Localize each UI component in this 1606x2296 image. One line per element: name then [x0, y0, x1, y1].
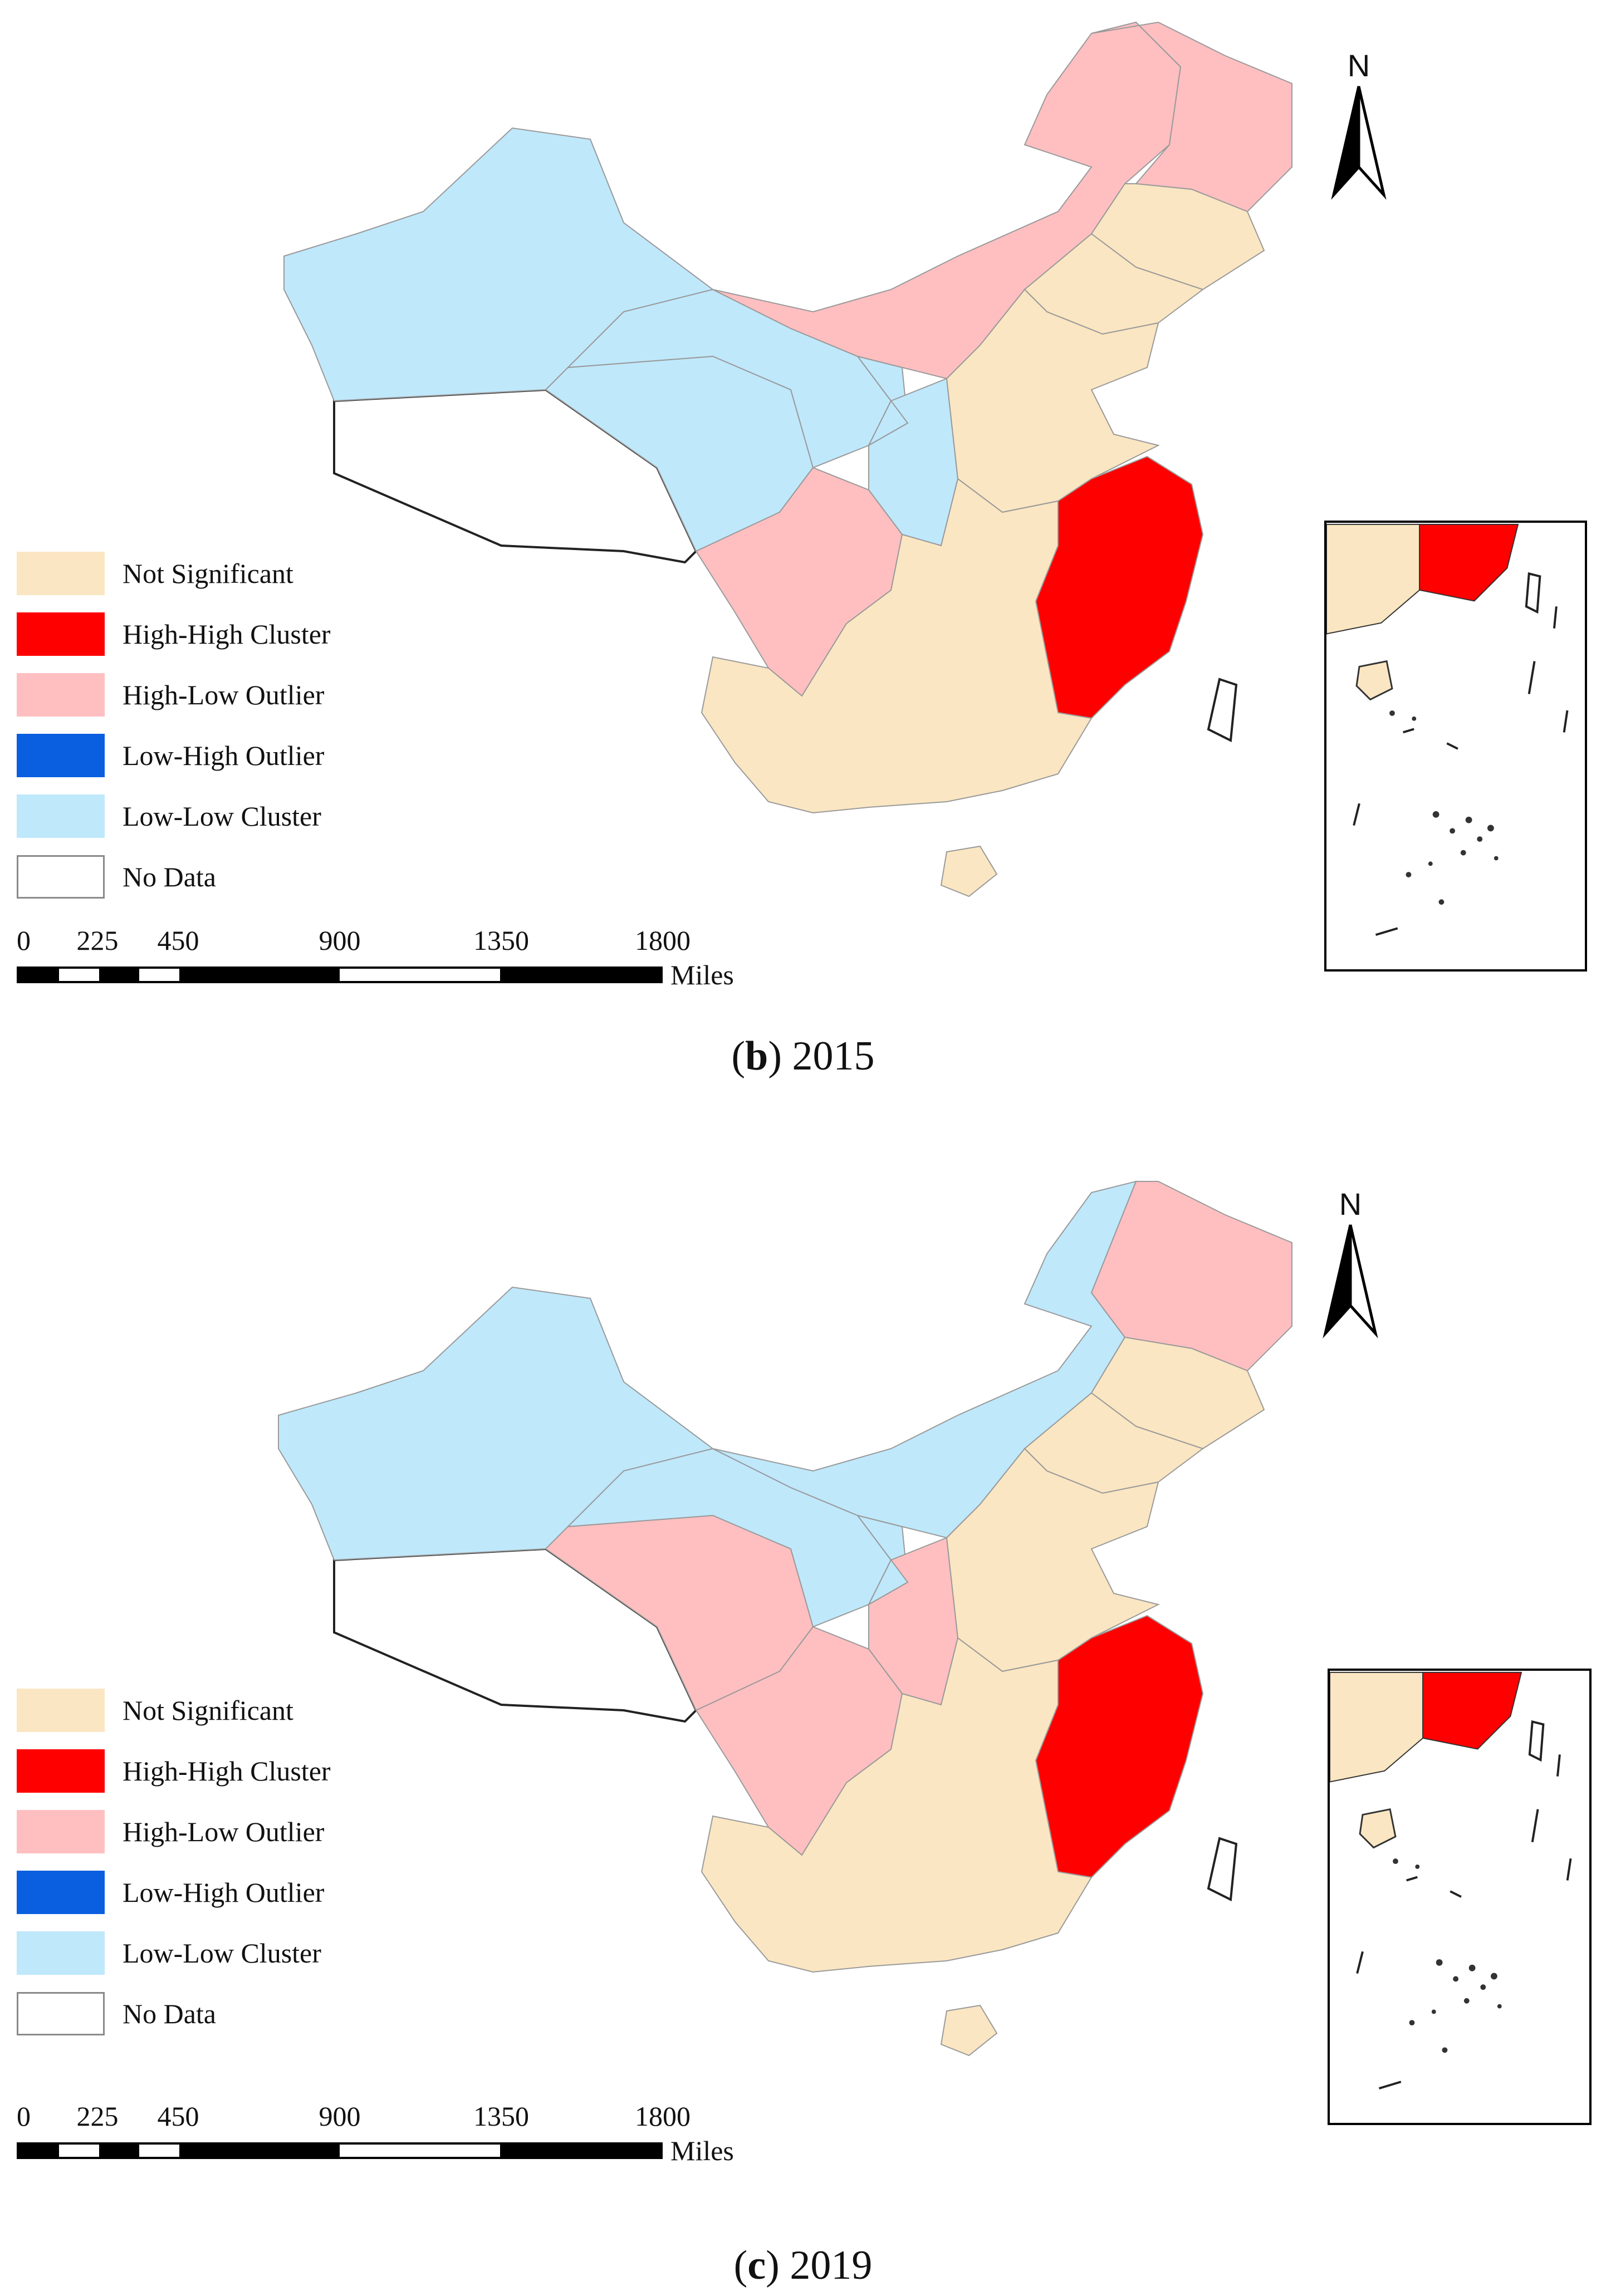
choropleth-map [278, 1180, 1292, 2057]
legend-swatch [17, 1809, 105, 1853]
legend-item: High-Low Outlier [17, 664, 331, 725]
scale-unit: Miles [670, 959, 734, 990]
legend-label: Not Significant [123, 557, 293, 589]
legend-label: Low-High Outlier [123, 739, 325, 771]
inset-map [1326, 523, 1569, 936]
scale-tick-label: 450 [157, 925, 199, 956]
legend-label: No Data [123, 1998, 216, 2029]
scale-bar: 0 225 450 900 1350 1800 Miles [17, 924, 741, 991]
scale-unit: Miles [670, 2135, 734, 2166]
legend-item: Low-Low Cluster [17, 786, 331, 846]
legend-swatch [17, 1688, 105, 1732]
choropleth-map [283, 21, 1292, 897]
scale-tick-label: 1800 [635, 2101, 691, 2132]
scale-bar: 0 225 450 900 1350 1800 Miles [17, 2100, 741, 2167]
scale-tick-label: 225 [76, 925, 119, 956]
legend-swatch [17, 1870, 105, 1914]
map-panel-c: N Not Significant High-High Cluster High-L… [0, 1148, 1606, 2296]
region-taiwan [1207, 1837, 1238, 1902]
legend-item: Low-High Outlier [17, 725, 331, 786]
north-arrow-icon [1331, 86, 1387, 200]
legend-item: Not Significant [17, 1680, 331, 1740]
legend-item: Low-High Outlier [17, 1862, 331, 1922]
north-arrow: N [1320, 1186, 1381, 1342]
legend-swatch [17, 1931, 105, 1975]
region-central-south [701, 478, 1093, 814]
legend-label: High-Low Outlier [123, 679, 325, 710]
legend-swatch [17, 855, 105, 899]
scale-segments [17, 2142, 663, 2159]
legend-label: Low-Low Cluster [123, 800, 321, 832]
legend: Not Significant High-High Cluster High-Low… [17, 1680, 331, 2044]
legend-item: Low-Low Cluster [17, 1922, 331, 1983]
legend-label: Low-High Outlier [123, 1876, 325, 1908]
scale-tick-label: 900 [319, 2101, 361, 2132]
legend-swatch [17, 794, 105, 838]
legend-swatch [17, 733, 105, 777]
scale-tick-label: 0 [17, 925, 31, 956]
scale-ticks: 0 225 450 900 1350 1800 [17, 2100, 741, 2135]
scale-segments [17, 967, 663, 983]
legend-label: Low-Low Cluster [123, 1937, 321, 1969]
north-label: N [1339, 1186, 1362, 1221]
caption-letter: b [745, 1033, 768, 1079]
legend-swatch [17, 612, 105, 656]
scale-tick-label: 1350 [473, 925, 529, 956]
legend-label: No Data [123, 861, 216, 892]
scale-tick-label: 1800 [635, 925, 691, 956]
caption-letter: c [747, 2243, 766, 2288]
region-central-south [701, 1637, 1093, 1973]
north-label: N [1347, 48, 1370, 83]
scale-tick-label: 450 [157, 2101, 199, 2132]
inset-map [1330, 1671, 1572, 2089]
north-arrow: N [1328, 47, 1389, 203]
map-panel-b: N Not Significant High-High Cluster High-L… [17, 21, 1587, 1079]
legend-swatch [17, 673, 105, 717]
legend-item: Not Significant [17, 543, 331, 604]
scale-tick-label: 1350 [473, 2101, 529, 2132]
scale-tick-label: 225 [76, 2101, 119, 2132]
legend-item: High-High Cluster [17, 604, 331, 664]
legend-label: Not Significant [123, 1694, 293, 1726]
legend-label: High-High Cluster [123, 1755, 331, 1787]
scale-ticks: 0 225 450 900 1350 1800 [17, 924, 741, 959]
region-hainan [940, 845, 998, 897]
legend-item: No Data [17, 1983, 331, 2044]
caption-year: 2019 [790, 2243, 873, 2288]
south-china-sea-inset [1324, 521, 1587, 972]
legend-label: High-Low Outlier [123, 1816, 325, 1847]
caption-year: 2015 [792, 1033, 875, 1079]
south-china-sea-inset [1328, 1669, 1592, 2125]
region-hainan [940, 2004, 998, 2057]
scale-tick-label: 900 [319, 925, 361, 956]
panel-caption: (b) 2015 [731, 1033, 875, 1079]
legend-swatch [17, 551, 105, 595]
north-arrow-icon [1323, 1224, 1378, 1338]
legend-label: High-High Cluster [123, 618, 331, 650]
legend-swatch [17, 1991, 105, 2035]
legend-swatch [17, 1749, 105, 1793]
legend-item: High-Low Outlier [17, 1801, 331, 1862]
panel-caption: (c) 2019 [733, 2243, 873, 2288]
legend: Not Significant High-High Cluster High-Low… [17, 543, 331, 907]
scale-tick-label: 0 [17, 2101, 31, 2132]
legend-item: High-High Cluster [17, 1740, 331, 1801]
legend-item: No Data [17, 846, 331, 907]
region-taiwan [1207, 678, 1238, 743]
